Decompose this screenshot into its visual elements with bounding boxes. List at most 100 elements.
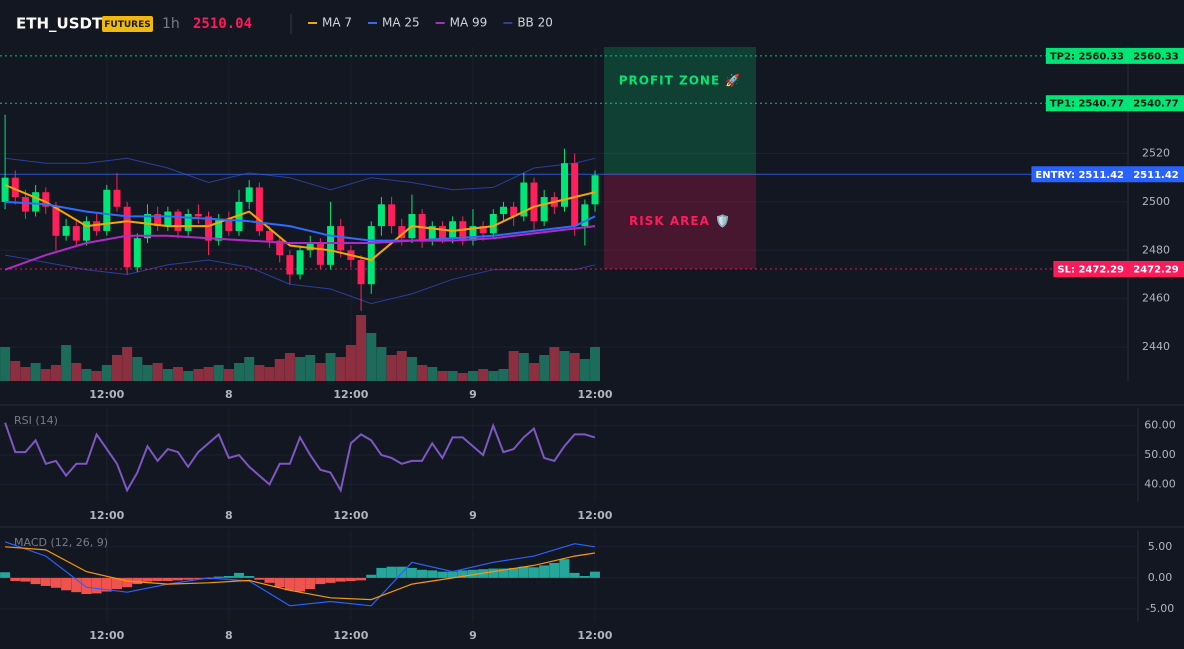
volume-bar <box>223 369 234 381</box>
volume-bar <box>142 365 153 381</box>
candle-body <box>499 206 507 214</box>
macd-histogram-bar <box>518 566 529 578</box>
volume-bar <box>234 363 245 381</box>
rsi-line <box>4 422 596 494</box>
zone <box>604 47 756 175</box>
volume-bar <box>91 371 102 381</box>
candle-body <box>367 226 375 285</box>
macd-histogram-bar <box>81 577 92 595</box>
candle-body <box>164 211 172 227</box>
candle-body <box>428 226 436 241</box>
macd-histogram-bar <box>172 577 183 581</box>
volume-bar <box>467 371 478 381</box>
macd-histogram-bar <box>427 570 438 578</box>
candle-body <box>571 163 579 227</box>
zone <box>604 174 756 269</box>
candle-body <box>42 192 50 207</box>
macd-histogram-bar <box>213 576 224 578</box>
x-tick-label: 9 <box>469 509 477 522</box>
volume-bar <box>366 333 377 381</box>
volume-bar <box>305 355 316 381</box>
symbol: ETH_USDT <box>16 15 103 33</box>
macd-histogram-bar <box>61 577 72 591</box>
macd-histogram-bar <box>10 577 21 581</box>
y-tick-label: 2440 <box>1142 340 1170 353</box>
macd-histogram-bar <box>274 577 285 588</box>
level-tag-bg <box>1031 166 1128 183</box>
macd-histogram-bar <box>50 577 61 588</box>
zone-label: RISK AREA 🛡️ <box>629 214 731 228</box>
volume-bar <box>40 369 51 381</box>
price-tag-bg <box>1128 166 1184 183</box>
candle-body <box>154 214 162 227</box>
volume-bar <box>579 359 590 381</box>
candle-body <box>296 250 304 275</box>
macd-histogram-bar <box>335 577 346 582</box>
macd-histogram-bar <box>437 571 448 578</box>
volume-bar <box>183 371 194 381</box>
moving-average <box>5 200 596 242</box>
x-tick-label: 12:00 <box>333 509 368 522</box>
candle-body <box>62 226 70 236</box>
macd-histogram-bar <box>498 568 509 578</box>
candle-body <box>52 206 60 236</box>
legend-label: MA 7 <box>322 16 352 30</box>
candle-body <box>32 192 40 212</box>
volume-bar <box>295 357 306 381</box>
macd-histogram-bar <box>142 577 153 582</box>
macd-histogram-bar <box>589 571 600 578</box>
volume-bar <box>213 365 224 381</box>
volume-bar <box>559 351 570 381</box>
volume-bar <box>254 365 265 381</box>
volume-bar <box>132 357 143 381</box>
volume-bar <box>30 363 41 381</box>
volume-bar <box>10 361 21 381</box>
candle-body <box>72 226 80 241</box>
volume-bar <box>193 369 204 381</box>
macd-histogram-bar <box>254 577 265 580</box>
volume-bar <box>0 347 11 381</box>
macd-histogram-bar <box>549 562 560 578</box>
candle-body <box>510 206 518 217</box>
macd-histogram-bar <box>233 572 244 578</box>
candle-body <box>459 221 467 241</box>
candle-body <box>306 243 314 251</box>
candle-body <box>133 238 141 268</box>
volume-bar <box>406 357 417 381</box>
candle-body <box>235 201 243 231</box>
badge-bg <box>102 16 153 32</box>
candle-body <box>93 221 101 231</box>
candle-body <box>520 182 528 217</box>
candle-body <box>21 197 29 212</box>
volume-bar <box>325 353 336 381</box>
candle-body <box>316 243 324 265</box>
volume-bar <box>315 363 326 381</box>
volume-bar <box>71 363 82 381</box>
candle-body <box>11 177 19 198</box>
candle-body <box>286 255 294 275</box>
y-tick-label: 2460 <box>1142 292 1170 305</box>
macd-histogram-bar <box>193 577 204 580</box>
macd-histogram-bar <box>366 574 377 578</box>
macd-histogram-bar <box>488 568 499 578</box>
price-tag: 2540.77 <box>1133 99 1179 110</box>
x-tick-label: 12:00 <box>89 629 124 642</box>
y-tick-label: 5.00 <box>1148 540 1173 553</box>
bollinger-band <box>5 157 596 191</box>
volume-bar <box>447 371 458 381</box>
volume-bar <box>508 351 519 381</box>
candle-body <box>245 187 253 202</box>
macd-histogram-bar <box>122 577 133 588</box>
macd-histogram-bar <box>376 567 387 578</box>
volume-bar <box>498 369 509 381</box>
candle-body <box>184 214 192 231</box>
volume-bar <box>162 369 173 381</box>
candle-body <box>357 259 365 285</box>
macd-histogram-bar <box>528 567 539 578</box>
macd-histogram-bar <box>264 577 275 583</box>
level-tag-bg <box>1053 260 1128 277</box>
volume-bar <box>528 363 539 381</box>
interval: 1h <box>162 16 180 32</box>
macd-histogram-bar <box>284 577 295 591</box>
x-tick-label: 12:00 <box>333 629 368 642</box>
